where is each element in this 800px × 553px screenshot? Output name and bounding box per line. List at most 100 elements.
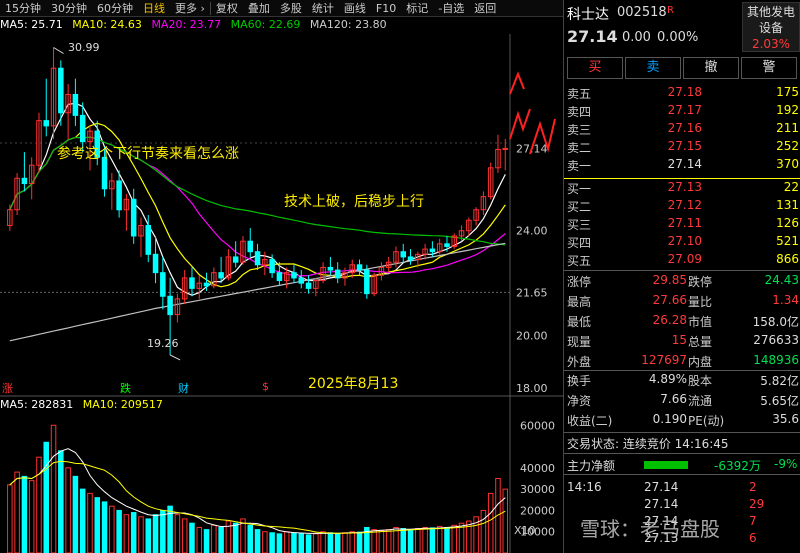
candle-body xyxy=(181,277,188,300)
bid-row[interactable]: 买五 27.09 866 xyxy=(564,252,800,272)
sector-box[interactable]: 其他发电设备 2.03% xyxy=(742,2,800,52)
stat-row: 最低 26.28 市值 158.0亿 xyxy=(564,313,800,333)
volume-bar xyxy=(298,533,305,553)
toolbar-item-7[interactable]: 多股 xyxy=(279,1,302,15)
ask-row[interactable]: 卖五 27.18 175 xyxy=(564,85,800,105)
candle-body xyxy=(138,224,144,237)
bid-row[interactable]: 买四 27.10 521 xyxy=(564,234,800,254)
toolbar-item-10[interactable]: F10 xyxy=(375,1,397,15)
volume-bar xyxy=(415,528,421,553)
net-flow-bar xyxy=(644,461,688,469)
toolbar-item-11[interactable]: 标记 xyxy=(406,1,429,15)
bid-price: 27.09 xyxy=(667,252,702,266)
stat-row: 换手 4.89% 股本 5.82亿 xyxy=(564,372,800,392)
volume-bar xyxy=(407,529,414,553)
volume-bar xyxy=(269,532,275,553)
trade-button-2[interactable]: 撤 xyxy=(683,57,739,79)
ask-price: 27.15 xyxy=(667,139,702,153)
candle-body xyxy=(50,67,57,127)
bid-label: 买三 xyxy=(567,218,592,232)
ask-row[interactable]: 卖二 27.15 252 xyxy=(564,139,800,159)
volume-bar xyxy=(378,530,385,553)
volume-bar xyxy=(327,532,334,553)
candle-body xyxy=(342,272,348,279)
candle-body xyxy=(130,198,137,237)
annotation-date: 2025年8月13 xyxy=(308,376,399,392)
toolbar-item-6[interactable]: 叠加 xyxy=(247,1,270,15)
bid-label: 买四 xyxy=(567,236,592,250)
bid-volume: 521 xyxy=(776,234,799,248)
candle-body xyxy=(211,272,217,287)
tick-volume: 7 xyxy=(749,514,757,528)
ask-row[interactable]: 卖三 27.16 211 xyxy=(564,121,800,141)
volume-bar xyxy=(116,509,122,553)
bid-row[interactable]: 买二 27.12 131 xyxy=(564,198,800,218)
bid-row[interactable]: 买一 27.13 22 xyxy=(564,180,800,200)
candle-body xyxy=(400,251,407,258)
candle-body xyxy=(269,259,275,274)
orderbook-divider xyxy=(564,178,800,179)
candle-body xyxy=(320,266,326,282)
ma5-label: MA5: 25.71 xyxy=(0,18,63,31)
marker-dollar: $ xyxy=(262,380,269,393)
marker-finance: 财 xyxy=(178,382,189,395)
candle-body xyxy=(174,298,181,316)
toolbar-item-8[interactable]: 统计 xyxy=(311,1,334,15)
overlay-arrows xyxy=(509,71,556,155)
candle-body xyxy=(218,272,224,279)
candle-body xyxy=(291,272,297,279)
stat-row: 外盘 127697 内盘 148936 xyxy=(564,353,800,373)
volume-bar xyxy=(371,529,377,553)
stat-value-2: 276633 xyxy=(753,333,799,347)
toolbar-item-9[interactable]: 画线 xyxy=(343,1,366,15)
tick-row: 14:16 27.14 2 xyxy=(564,480,800,500)
kline-chart[interactable]: 27.1424.0021.6520.0018.00600004000030000… xyxy=(0,34,563,553)
candle-body xyxy=(160,272,166,297)
volume-bar xyxy=(247,524,254,553)
volume-bar xyxy=(262,531,268,553)
toolbar-item-12[interactable]: -自选 xyxy=(438,1,465,15)
stat-value-2: 35.6 xyxy=(772,412,799,426)
stat-label-2: 市值 xyxy=(688,315,713,329)
vol-tick-label: 30000 xyxy=(520,483,555,496)
volume-bar xyxy=(14,471,20,553)
candle-body xyxy=(378,266,385,276)
candle-body xyxy=(473,209,479,221)
stat-value-2: 158.0亿 xyxy=(752,315,799,329)
candle-body xyxy=(189,277,195,289)
volume-bar xyxy=(109,505,115,553)
toolbar-item-2[interactable]: 60分钟 xyxy=(97,1,133,15)
toolbar-item-13[interactable]: 返回 xyxy=(474,1,497,15)
divider-line xyxy=(564,270,800,271)
divider-line-5 xyxy=(564,474,800,475)
toolbar-item-3[interactable]: 日线 xyxy=(143,1,165,15)
stat-value-2: 24.43 xyxy=(764,273,799,287)
candle-body xyxy=(21,177,28,185)
trade-button-0[interactable]: 买 xyxy=(567,57,623,79)
candle-body xyxy=(247,240,254,253)
volume-bar xyxy=(196,526,203,553)
divider-line-3 xyxy=(564,432,800,433)
quote-panel: 科士达 002518 R 27.14 0.00 0.00% 其他发电设备 2.0… xyxy=(563,0,800,553)
trade-button-3[interactable]: 警 xyxy=(741,57,797,79)
tick-row: 27.14 29 xyxy=(564,497,800,517)
ask-row[interactable]: 卖四 27.17 192 xyxy=(564,103,800,123)
trade-button-1[interactable]: 卖 xyxy=(625,57,681,79)
toolbar-item-4[interactable]: 更多 › xyxy=(175,1,205,15)
volume-bar xyxy=(254,529,261,553)
toolbar-item-0[interactable]: 15分钟 xyxy=(5,1,41,15)
volume-bar xyxy=(276,533,283,553)
divider-line-2 xyxy=(564,370,800,371)
toolbar-item-1[interactable]: 30分钟 xyxy=(51,1,87,15)
volume-bar xyxy=(400,528,407,553)
stat-value-2: 148936 xyxy=(753,353,799,367)
volume-bar xyxy=(232,522,239,553)
period-toolbar: 15分钟 30分钟 60分钟 日线 更多 › 复权 叠加 多股 统计 画线 F10 标记 -自选 返回 xyxy=(0,0,563,17)
toolbar-item-5[interactable]: 复权 xyxy=(215,1,238,15)
bid-row[interactable]: 买三 27.11 126 xyxy=(564,216,800,236)
zoom-x10[interactable]: X10 xyxy=(514,524,536,537)
ask-row[interactable]: 卖一 27.14 370 xyxy=(564,157,800,177)
candle-body xyxy=(203,282,210,287)
volume-bar xyxy=(79,488,86,553)
candle-body xyxy=(43,120,50,127)
